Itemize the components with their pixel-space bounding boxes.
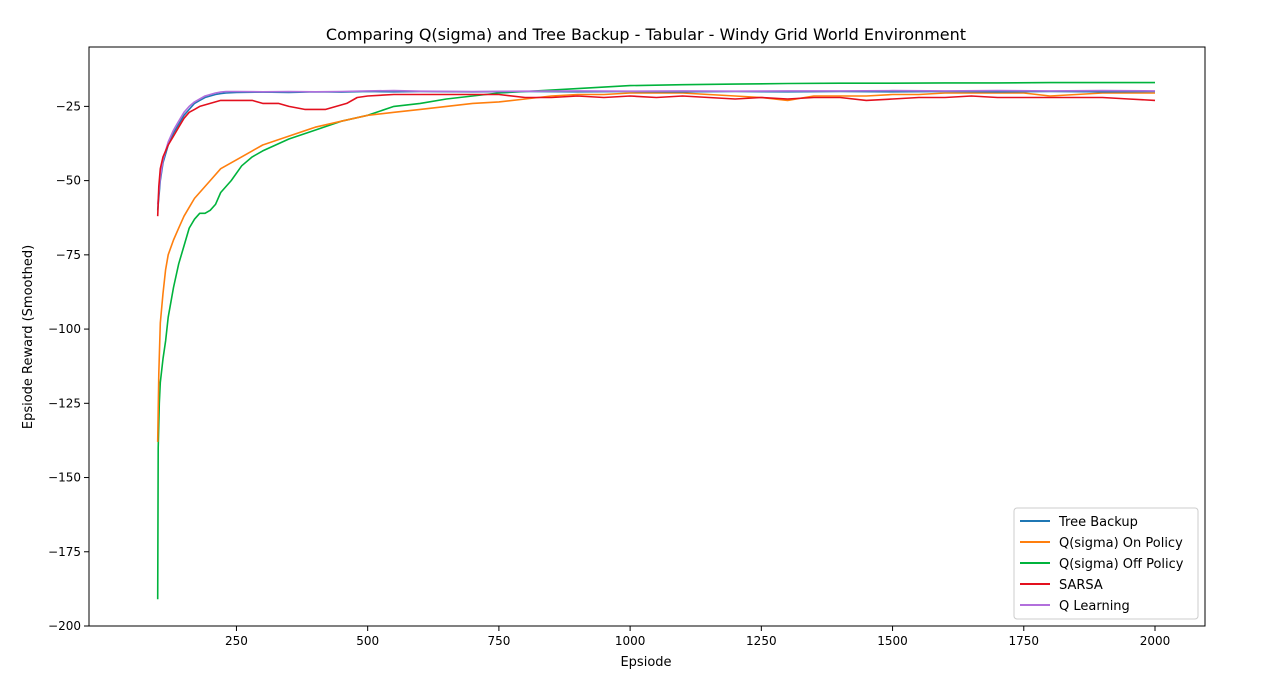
legend-label: Q(sigma) Off Policy	[1059, 557, 1184, 572]
y-axis: −200 −175 −150 −125 −100 −75 −50 −25	[48, 99, 89, 633]
x-tick-label: 1750	[1009, 634, 1040, 648]
y-tick-label: −125	[48, 396, 81, 410]
legend-label: Q Learning	[1059, 599, 1130, 614]
legend-box	[1013, 507, 1199, 620]
series-line-q-sigma-off-policy	[156, 81, 1155, 600]
x-tick-label: 1000	[615, 634, 646, 648]
y-tick-label: −150	[48, 471, 81, 485]
series-layer	[156, 81, 1156, 600]
y-tick-label: −50	[56, 174, 81, 188]
y-tick-label: −75	[56, 248, 81, 262]
x-axis: 250 500 750 1000 1250 1500 1750 2000	[225, 626, 1170, 648]
x-axis-label: Epsiode	[620, 655, 671, 670]
plot-frame	[88, 46, 1206, 627]
y-tick-label: −100	[48, 322, 81, 336]
y-tick-label: −25	[56, 99, 81, 113]
series-line-sarsa	[156, 93, 1156, 217]
x-tick-label: 1250	[746, 634, 777, 648]
legend-label: SARSA	[1059, 578, 1103, 593]
x-tick-label: 250	[225, 634, 248, 648]
legend-label: Q(sigma) On Policy	[1059, 536, 1183, 551]
x-tick-label: 750	[487, 634, 510, 648]
series-line-q-learning	[156, 89, 1156, 205]
chart-title: Comparing Q(sigma) and Tree Backup - Tab…	[326, 25, 966, 44]
y-tick-label: −175	[48, 545, 81, 559]
legend: Tree Backup Q(sigma) On Policy Q(sigma) Of…	[1013, 507, 1199, 620]
x-tick-label: 1500	[877, 634, 908, 648]
y-tick-label: −200	[48, 619, 81, 633]
series-line-q-sigma-on-policy	[156, 92, 1155, 442]
x-tick-label: 500	[356, 634, 379, 648]
x-tick-label: 2000	[1140, 634, 1171, 648]
legend-label: Tree Backup	[1058, 515, 1138, 530]
y-axis-label: Epsiode Reward (Smoothed)	[21, 245, 36, 429]
